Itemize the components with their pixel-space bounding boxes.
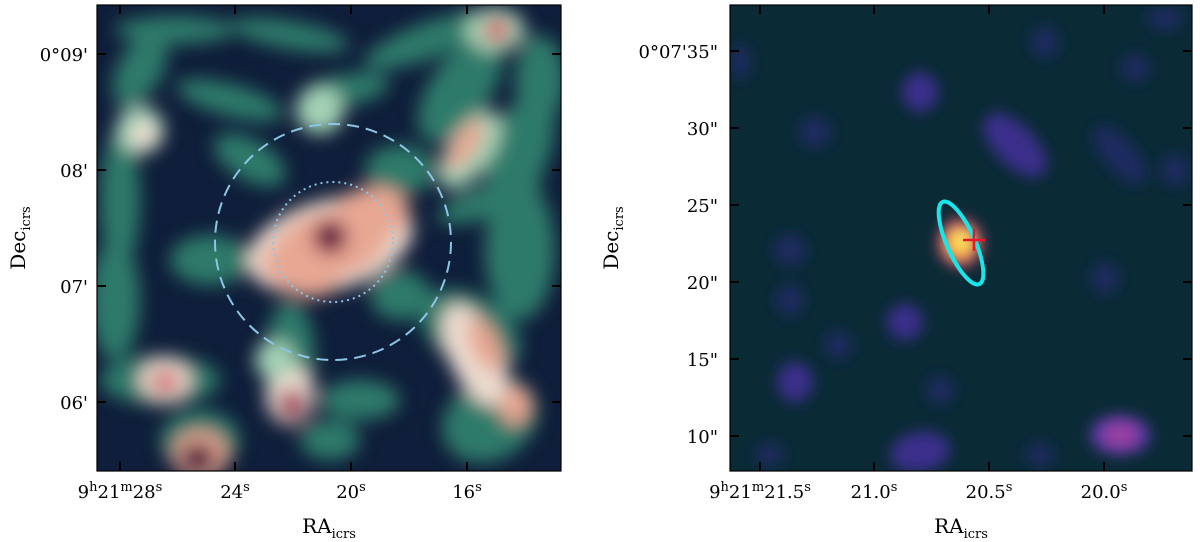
right-x-axis-label: RAicrs [934,514,988,542]
emission-blob [824,331,852,359]
emission-blob [170,235,250,285]
xtick-label: 21.0s [851,480,898,503]
right-xtick-labels: 9h21m21.5s 21.0s 20.5s 20.0s [709,480,1127,503]
emission-blob [330,186,410,244]
emission-blob [730,44,750,80]
emission-blob [485,180,555,320]
left-ytick-label: 06' [60,393,88,414]
emission-blob [115,16,235,44]
emission-blob [1161,154,1189,186]
emission-blob [370,270,430,320]
emission-blob [890,431,950,471]
emission-blob [189,452,207,468]
right-ytick-label: 0°07'35" [639,42,719,63]
source-cross-marker [963,229,985,251]
emission-blob [438,175,542,225]
emission-blob [515,35,561,125]
left-dotted-circle [272,181,394,303]
emission-blob [176,78,284,122]
emission-blob [300,420,360,460]
emission-blob [445,119,485,171]
left-tick-marks [97,5,561,471]
emission-blob [1093,125,1147,185]
emission-blob [887,304,923,340]
left-xtick-labels: 9h21m28s 24s 20s 16s [78,480,482,503]
right-ytick-label: 15" [687,350,718,371]
xtick-label: 20s [336,480,366,503]
emission-blob [1104,423,1136,447]
xtick-label: 24s [220,480,250,503]
emission-blob [467,317,503,373]
emission-blob [774,234,806,266]
emission-blob [151,370,179,394]
emission-blob [213,133,287,187]
emission-blob [417,37,503,143]
xtick-label: 20.0s [1081,480,1128,503]
emission-blob [1026,443,1054,467]
emission-blob [1031,26,1059,58]
xtick-label: 20.5s [966,480,1013,503]
left-y-axis-label: Decicrs [6,206,34,269]
emission-blob [112,33,168,107]
emission-blob [100,130,140,270]
emission-blob [1091,262,1119,294]
emission-blob [278,389,306,421]
right-emission-map [730,6,1189,471]
emission-blob [131,121,159,149]
emission-blob [320,225,340,249]
emission-blob [1147,6,1183,30]
right-ytick-label: 25" [687,196,718,217]
emission-blob [320,380,400,420]
xtick-label: 9h21m28s [78,480,163,503]
left-dashed-circle [214,123,452,361]
xtick-label: 9h21m21.5s [709,480,811,503]
right-ytick-label: 10" [687,427,718,448]
right-panel: 0°07'35" 30" 25" 20" 15" 10" 9h21m21.5s 2… [599,4,1193,542]
left-ytick-label: 0°09' [40,45,88,66]
emission-blob [926,376,954,404]
emission-blob [954,231,970,249]
emission-blob [230,17,350,53]
emission-blob [799,116,831,148]
emission-blob [776,284,804,316]
left-ytick-label: 08' [60,161,88,182]
xtick-label: 16s [452,480,482,503]
emission-blob [363,10,497,70]
emission-blob [756,443,784,467]
emission-blob [365,145,435,195]
right-y-axis-label: Decicrs [599,206,627,269]
emission-blob [983,113,1047,177]
right-ytick-label: 20" [687,273,718,294]
left-emission-map [97,8,561,471]
emission-blob [499,385,531,425]
emission-blob [296,86,344,134]
emission-blob [97,240,140,360]
emission-blob [902,72,938,112]
emission-blob [1121,54,1149,82]
right-tick-marks [730,5,1192,471]
left-frame [96,4,562,472]
emission-blob [483,18,511,42]
emission-blob [777,362,813,402]
emission-blob [261,242,339,298]
emission-blob [255,340,295,380]
right-frame [729,4,1193,472]
right-ytick-label: 30" [687,119,718,140]
left-ytick-label: 07' [60,277,88,298]
left-panel: 0°09' 08' 07' 06' 9h21m28s 24s 20s 16s RAic… [6,4,562,542]
left-x-axis-label: RAicrs [302,514,356,542]
